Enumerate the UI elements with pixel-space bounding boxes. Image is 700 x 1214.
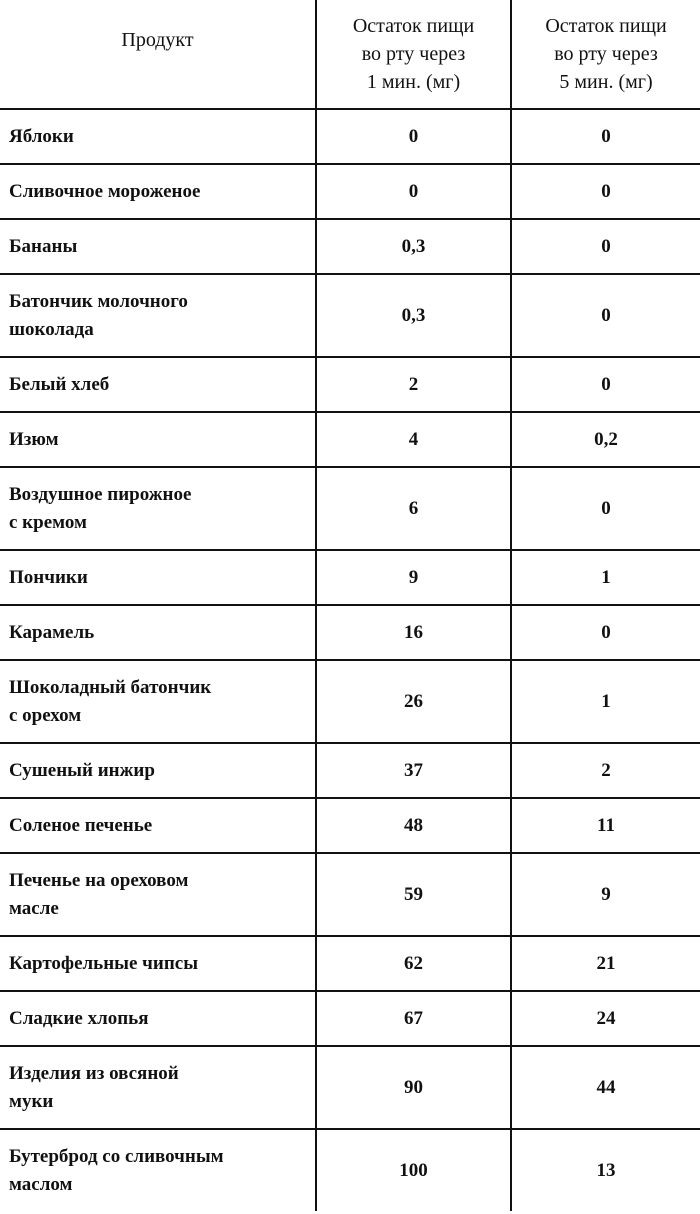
product-cell: Пончики [0, 549, 317, 606]
product-cell: Бутерброд со сливочным маслом [0, 1128, 317, 1211]
table-row: Соленое печенье 48 11 [0, 797, 700, 854]
table-row: Яблоки 0 0 [0, 108, 700, 165]
residue-1-min-cell: 0,3 [315, 218, 512, 275]
product-cell: Сливочное мороженое [0, 163, 317, 220]
product-cell: Яблоки [0, 108, 317, 165]
table-row: Пончики 9 1 [0, 549, 700, 606]
residue-5-min-cell: 1 [510, 549, 700, 606]
residue-1-min-cell: 26 [315, 659, 512, 744]
residue-5-min-cell: 9 [510, 852, 700, 937]
residue-5-min-cell: 1 [510, 659, 700, 744]
residue-1-min-cell: 9 [315, 549, 512, 606]
table-row: Батончик молочного шоколада 0,3 0 [0, 273, 700, 358]
product-cell: Воздушное пирожное с кремом [0, 466, 317, 551]
residue-1-min-cell: 4 [315, 411, 512, 468]
product-cell: Сладкие хлопья [0, 990, 317, 1047]
header-1-min: Остаток пищи во рту через 1 мин. (мг) [315, 0, 512, 110]
residue-1-min-cell: 16 [315, 604, 512, 661]
residue-5-min-cell: 13 [510, 1128, 700, 1211]
residue-1-min-cell: 2 [315, 356, 512, 413]
table-row: Сливочное мороженое 0 0 [0, 163, 700, 220]
product-cell: Белый хлеб [0, 356, 317, 413]
residue-5-min-cell: 0 [510, 218, 700, 275]
residue-5-min-cell: 11 [510, 797, 700, 854]
product-cell: Карамель [0, 604, 317, 661]
table-row: Шоколадный батончик с орехом 26 1 [0, 659, 700, 744]
residue-1-min-cell: 0,3 [315, 273, 512, 358]
product-cell: Изделия из овсяной муки [0, 1045, 317, 1130]
residue-5-min-cell: 21 [510, 935, 700, 992]
table-row: Сушеный инжир 37 2 [0, 742, 700, 799]
product-cell: Шоколадный батончик с орехом [0, 659, 317, 744]
residue-5-min-cell: 0 [510, 604, 700, 661]
residue-5-min-cell: 0 [510, 273, 700, 358]
residue-1-min-cell: 48 [315, 797, 512, 854]
product-cell: Бананы [0, 218, 317, 275]
product-cell: Картофельные чипсы [0, 935, 317, 992]
product-cell: Сушеный инжир [0, 742, 317, 799]
table-row: Сладкие хлопья 67 24 [0, 990, 700, 1047]
table-row: Бананы 0,3 0 [0, 218, 700, 275]
residue-1-min-cell: 37 [315, 742, 512, 799]
table-row: Изделия из овсяной муки 90 44 [0, 1045, 700, 1130]
residue-1-min-cell: 90 [315, 1045, 512, 1130]
product-cell: Изюм [0, 411, 317, 468]
residue-1-min-cell: 0 [315, 163, 512, 220]
header-product: Продукт [0, 0, 317, 110]
residue-1-min-cell: 0 [315, 108, 512, 165]
table-row: Белый хлеб 2 0 [0, 356, 700, 413]
residue-1-min-cell: 62 [315, 935, 512, 992]
residue-5-min-cell: 44 [510, 1045, 700, 1130]
residue-5-min-cell: 0,2 [510, 411, 700, 468]
table-row: Карамель 16 0 [0, 604, 700, 661]
product-cell: Печенье на ореховом масле [0, 852, 317, 937]
residue-5-min-cell: 0 [510, 108, 700, 165]
table-row: Печенье на ореховом масле 59 9 [0, 852, 700, 937]
residue-1-min-cell: 6 [315, 466, 512, 551]
residue-1-min-cell: 67 [315, 990, 512, 1047]
table-row: Изюм 4 0,2 [0, 411, 700, 468]
header-row: Продукт Остаток пищи во рту через 1 мин. (… [0, 0, 700, 110]
residue-1-min-cell: 100 [315, 1128, 512, 1211]
table-row: Воздушное пирожное с кремом 6 0 [0, 466, 700, 551]
product-cell: Соленое печенье [0, 797, 317, 854]
product-cell: Батончик молочного шоколада [0, 273, 317, 358]
residue-5-min-cell: 0 [510, 163, 700, 220]
residue-5-min-cell: 0 [510, 466, 700, 551]
residue-1-min-cell: 59 [315, 852, 512, 937]
residue-5-min-cell: 2 [510, 742, 700, 799]
table-row: Картофельные чипсы 62 21 [0, 935, 700, 992]
residue-5-min-cell: 24 [510, 990, 700, 1047]
header-5-min: Остаток пищи во рту через 5 мин. (мг) [510, 0, 700, 110]
residue-5-min-cell: 0 [510, 356, 700, 413]
table-row: Бутерброд со сливочным маслом 100 13 [0, 1128, 700, 1211]
